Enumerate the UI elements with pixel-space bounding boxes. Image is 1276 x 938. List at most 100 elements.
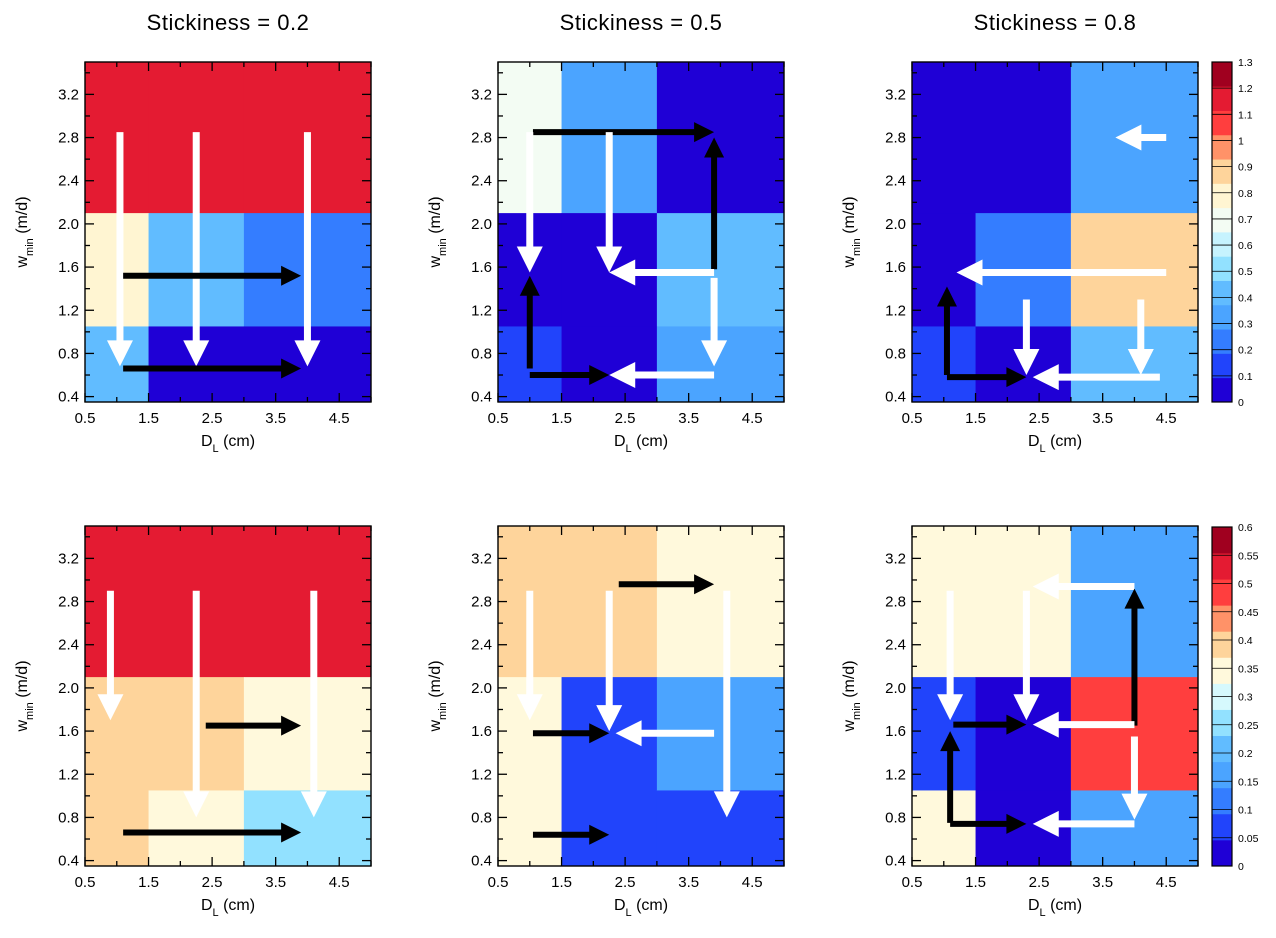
black-arrow [704, 137, 725, 270]
white-arrow [106, 132, 133, 367]
black-arrow [618, 574, 715, 595]
black-arrow [519, 275, 540, 369]
heatmap-panel: 0.5 1.5 2.5 3.5 4.5 0.4 0.8 1.2 1.6 2.0 2.4 2.8 3.2 D… [14, 61, 372, 455]
colorbar-swatch [1212, 377, 1232, 403]
heatmap-panel: 0.5 1.5 2.5 3.5 4.5 0.4 0.8 1.2 1.6 2.0 2.4 2.8 3.2 D… [14, 525, 372, 919]
white-arrow [1121, 736, 1148, 820]
y-tick-label: 1.2 [58, 302, 79, 319]
black-arrow [940, 731, 961, 823]
black-arrow [532, 122, 715, 143]
white-arrow [615, 720, 715, 747]
x-tick-label: 0.5 [75, 874, 96, 891]
x-tick-label: 0.5 [75, 410, 96, 427]
x-tick-label: 1.5 [138, 410, 159, 427]
heatmap-cell [912, 677, 977, 791]
x-tick-label: 2.5 [1029, 874, 1050, 891]
y-tick-label: 1.2 [885, 302, 906, 319]
x-tick-label: 1.5 [965, 874, 986, 891]
y-tick-label: 3.2 [58, 550, 79, 567]
colorbar-label: 0.4 [1238, 292, 1253, 304]
white-arrow [516, 590, 543, 721]
colorbar-label: 0.3 [1238, 692, 1253, 704]
x-tick-label: 0.5 [488, 874, 509, 891]
colorbar-swatch [1212, 657, 1232, 684]
y-tick-label: 1.6 [885, 723, 906, 740]
x-tick-label: 0.5 [902, 410, 923, 427]
column-titles: Stickiness = 0.2 Stickiness = 0.5 Sticki… [147, 10, 1137, 35]
x-tick-label: 2.5 [615, 874, 636, 891]
x-tick-label: 4.5 [742, 874, 763, 891]
black-arrow [953, 714, 1027, 735]
black-arrow [123, 358, 302, 379]
white-arrow [300, 590, 327, 818]
white-arrow [1032, 573, 1135, 600]
y-tick-label: 3.2 [471, 550, 492, 567]
x-tick-label: 2.5 [202, 874, 223, 891]
colorbar-swatch [1212, 631, 1232, 658]
plot-frame [911, 61, 1199, 403]
colorbar-label: 0.55 [1238, 550, 1259, 562]
white-arrow [1013, 299, 1040, 376]
white-arrow [609, 362, 715, 389]
plot-frame [84, 61, 372, 403]
y-tick-label: 2.4 [471, 637, 492, 654]
colorbar-label: 0.1 [1238, 805, 1253, 817]
colorbar-swatch [1212, 304, 1232, 330]
heatmap-cell [912, 790, 977, 867]
black-arrow [529, 365, 610, 386]
y-tick-label: 1.2 [471, 302, 492, 319]
y-axis-label: wmin (m/d) [14, 660, 36, 732]
plot-frame [497, 525, 785, 867]
colorbars: 00.10.20.30.40.50.60.70.80.911.11.21.300… [1211, 57, 1259, 873]
colorbar: 0 0.05 0.1 0.15 0.2 0.25 0.3 0.35 0.4 0.45 0.5 0.55… [1211, 522, 1259, 873]
colorbar-label: 0.25 [1238, 720, 1259, 732]
colorbar-label: 1.2 [1238, 83, 1253, 95]
colorbar-label: 0.35 [1238, 663, 1259, 675]
x-tick-label: 3.5 [678, 410, 699, 427]
white-arrow [701, 277, 728, 367]
colorbar-swatch [1212, 232, 1232, 257]
black-arrow [946, 367, 1027, 388]
colorbar-label: 0.05 [1238, 833, 1259, 845]
white-arrow [183, 132, 210, 367]
x-tick-label: 1.5 [551, 410, 572, 427]
colorbar-swatch [1212, 110, 1232, 136]
y-tick-label: 2.8 [471, 130, 492, 147]
y-tick-label: 1.2 [58, 766, 79, 783]
colorbar-label: 0.3 [1238, 319, 1253, 331]
y-tick-label: 0.4 [471, 853, 492, 870]
y-axis-label: wmin (m/d) [14, 196, 36, 268]
x-tick-label: 4.5 [1156, 410, 1177, 427]
y-tick-label: 1.6 [885, 259, 906, 276]
colorbar-label: 0.9 [1238, 162, 1253, 174]
y-tick-label: 0.8 [58, 345, 79, 362]
colorbar-label: 0.6 [1238, 240, 1253, 252]
white-arrow [713, 590, 740, 818]
white-arrow [1115, 124, 1167, 151]
heatmap-cell [656, 62, 785, 214]
colorbar-swatch [1212, 839, 1232, 867]
colorbar-swatch [1212, 329, 1232, 354]
white-arrow [1032, 364, 1160, 391]
colorbar-swatch [1212, 183, 1232, 209]
y-tick-label: 2.4 [58, 637, 79, 654]
heatmap-cell [498, 526, 658, 678]
plot-frame [497, 61, 785, 403]
colorbar-label: 0.7 [1238, 214, 1253, 226]
column-title-1: Stickiness = 0.2 [147, 10, 310, 35]
y-tick-label: 0.8 [885, 809, 906, 826]
y-tick-label: 0.4 [885, 853, 906, 870]
black-arrow [123, 822, 302, 843]
x-tick-label: 3.5 [1092, 874, 1113, 891]
colorbar-swatch [1212, 735, 1232, 763]
y-tick-label: 1.2 [471, 766, 492, 783]
heatmap-cell [656, 326, 785, 403]
heatmap-cell [1070, 326, 1199, 403]
white-arrow [516, 132, 543, 273]
colorbar: 0 0.1 0.2 0.3 0.4 0.5 0.6 0.7 0.8 0.9 1 1.1 1.2 1.3 [1211, 57, 1253, 409]
y-tick-label: 1.6 [471, 259, 492, 276]
x-tick-label: 3.5 [678, 874, 699, 891]
y-tick-label: 0.8 [58, 809, 79, 826]
column-title-3: Stickiness = 0.8 [974, 10, 1137, 35]
